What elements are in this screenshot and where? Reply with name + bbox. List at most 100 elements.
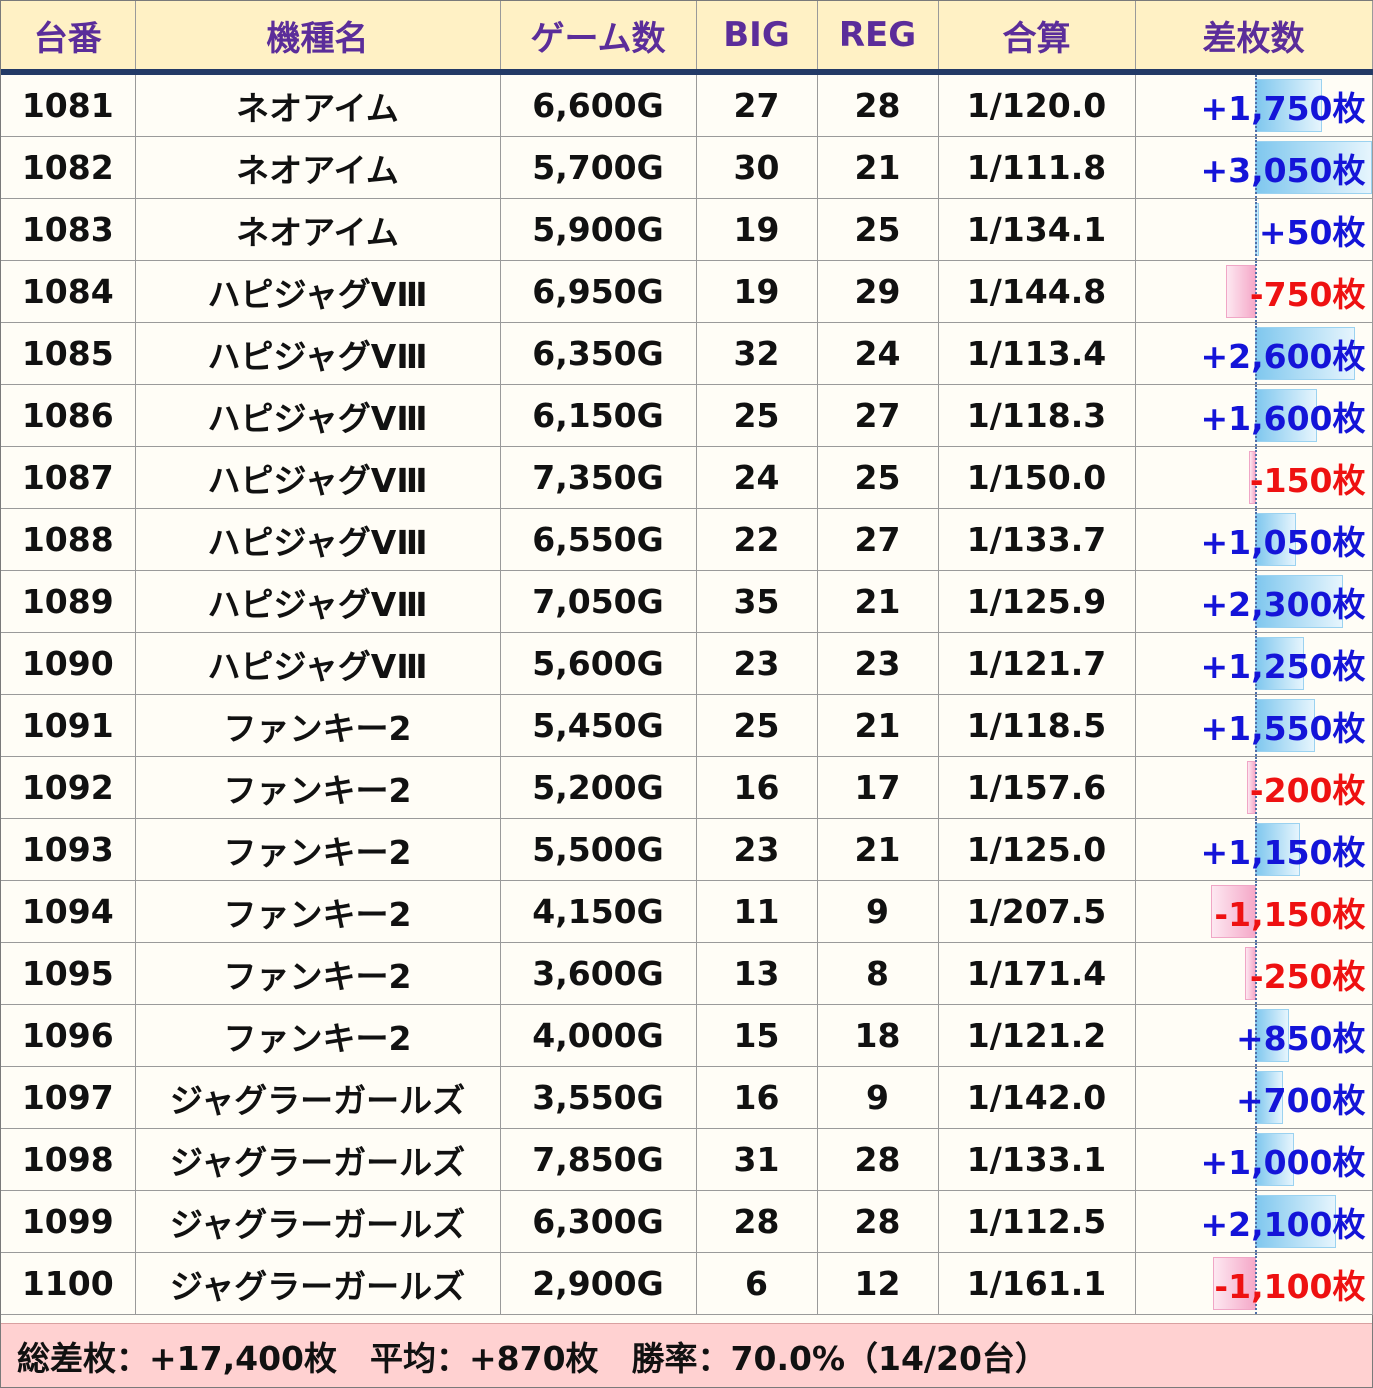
cell-reg[interactable]: 28: [817, 70, 939, 137]
cell-reg[interactable]: 24: [817, 322, 939, 385]
cell-games[interactable]: 5,500G: [500, 818, 697, 881]
cell-reg[interactable]: 21: [817, 818, 939, 881]
cell-big[interactable]: 19: [696, 260, 818, 323]
cell-big[interactable]: 30: [696, 136, 818, 199]
cell-machine-no[interactable]: 1097: [1, 1066, 136, 1129]
cell-model[interactable]: ファンキー2: [135, 694, 501, 757]
cell-big[interactable]: 13: [696, 942, 818, 1005]
cell-combined[interactable]: 1/207.5: [938, 880, 1136, 943]
cell-reg[interactable]: 12: [817, 1252, 939, 1315]
cell-big[interactable]: 35: [696, 570, 818, 633]
cell-model[interactable]: ハピジャグVⅢ: [135, 632, 501, 695]
cell-games[interactable]: 7,350G: [500, 446, 697, 509]
cell-games[interactable]: 6,950G: [500, 260, 697, 323]
cell-model[interactable]: ハピジャグVⅢ: [135, 508, 501, 571]
cell-games[interactable]: 3,550G: [500, 1066, 697, 1129]
cell-big[interactable]: 25: [696, 384, 818, 447]
cell-reg[interactable]: 29: [817, 260, 939, 323]
table-row[interactable]: 1084 ハピジャグVⅢ 6,950G 19 29 1/144.8 -750枚: [1, 260, 1373, 323]
cell-model[interactable]: ジャグラーガールズ: [135, 1190, 501, 1253]
cell-combined[interactable]: 1/120.0: [938, 70, 1136, 137]
cell-diff[interactable]: -250枚: [1135, 942, 1373, 1005]
table-row[interactable]: 1092 ファンキー2 5,200G 16 17 1/157.6 -200枚: [1, 756, 1373, 819]
cell-diff[interactable]: +1,000枚: [1135, 1128, 1373, 1191]
table-row[interactable]: 1095 ファンキー2 3,600G 13 8 1/171.4 -250枚: [1, 942, 1373, 1005]
cell-machine-no[interactable]: 1094: [1, 880, 136, 943]
cell-big[interactable]: 22: [696, 508, 818, 571]
cell-games[interactable]: 6,150G: [500, 384, 697, 447]
cell-combined[interactable]: 1/133.1: [938, 1128, 1136, 1191]
cell-games[interactable]: 5,700G: [500, 136, 697, 199]
cell-games[interactable]: 6,350G: [500, 322, 697, 385]
cell-machine-no[interactable]: 1089: [1, 570, 136, 633]
cell-model[interactable]: ネオアイム: [135, 136, 501, 199]
cell-model[interactable]: ファンキー2: [135, 1004, 501, 1067]
cell-machine-no[interactable]: 1088: [1, 508, 136, 571]
cell-model[interactable]: ハピジャグVⅢ: [135, 322, 501, 385]
cell-games[interactable]: 6,550G: [500, 508, 697, 571]
cell-diff[interactable]: -1,100枚: [1135, 1252, 1373, 1315]
cell-reg[interactable]: 27: [817, 508, 939, 571]
cell-model[interactable]: ジャグラーガールズ: [135, 1066, 501, 1129]
cell-machine-no[interactable]: 1091: [1, 694, 136, 757]
cell-diff[interactable]: +1,600枚: [1135, 384, 1373, 447]
cell-diff[interactable]: +1,550枚: [1135, 694, 1373, 757]
table-row[interactable]: 1086 ハピジャグVⅢ 6,150G 25 27 1/118.3 +1,600枚: [1, 384, 1373, 447]
cell-model[interactable]: ファンキー2: [135, 756, 501, 819]
cell-combined[interactable]: 1/111.8: [938, 136, 1136, 199]
cell-diff[interactable]: +1,750枚: [1135, 70, 1373, 137]
cell-games[interactable]: 3,600G: [500, 942, 697, 1005]
cell-machine-no[interactable]: 1087: [1, 446, 136, 509]
cell-model[interactable]: ハピジャグVⅢ: [135, 570, 501, 633]
cell-model[interactable]: ハピジャグVⅢ: [135, 384, 501, 447]
cell-games[interactable]: 4,150G: [500, 880, 697, 943]
cell-combined[interactable]: 1/171.4: [938, 942, 1136, 1005]
cell-model[interactable]: ジャグラーガールズ: [135, 1128, 501, 1191]
cell-games[interactable]: 2,900G: [500, 1252, 697, 1315]
header-big[interactable]: BIG: [696, 1, 818, 75]
table-row[interactable]: 1098 ジャグラーガールズ 7,850G 31 28 1/133.1 +1,000枚: [1, 1128, 1373, 1191]
header-machine-no[interactable]: 台番: [1, 1, 136, 75]
cell-reg[interactable]: 21: [817, 570, 939, 633]
cell-reg[interactable]: 17: [817, 756, 939, 819]
cell-combined[interactable]: 1/118.5: [938, 694, 1136, 757]
cell-big[interactable]: 23: [696, 632, 818, 695]
table-row[interactable]: 1093 ファンキー2 5,500G 23 21 1/125.0 +1,150枚: [1, 818, 1373, 881]
table-row[interactable]: 1087 ハピジャグVⅢ 7,350G 24 25 1/150.0 -150枚: [1, 446, 1373, 509]
cell-machine-no[interactable]: 1085: [1, 322, 136, 385]
cell-combined[interactable]: 1/125.9: [938, 570, 1136, 633]
cell-diff[interactable]: -200枚: [1135, 756, 1373, 819]
cell-games[interactable]: 5,900G: [500, 198, 697, 261]
table-row[interactable]: 1100 ジャグラーガールズ 2,900G 6 12 1/161.1 -1,100枚: [1, 1252, 1373, 1315]
table-row[interactable]: 1096 ファンキー2 4,000G 15 18 1/121.2 +850枚: [1, 1004, 1373, 1067]
cell-diff[interactable]: +1,050枚: [1135, 508, 1373, 571]
cell-games[interactable]: 5,600G: [500, 632, 697, 695]
cell-reg[interactable]: 21: [817, 694, 939, 757]
cell-combined[interactable]: 1/150.0: [938, 446, 1136, 509]
cell-reg[interactable]: 8: [817, 942, 939, 1005]
cell-machine-no[interactable]: 1098: [1, 1128, 136, 1191]
cell-big[interactable]: 16: [696, 756, 818, 819]
cell-combined[interactable]: 1/133.7: [938, 508, 1136, 571]
cell-reg[interactable]: 25: [817, 446, 939, 509]
cell-model[interactable]: ファンキー2: [135, 818, 501, 881]
cell-games[interactable]: 5,450G: [500, 694, 697, 757]
cell-combined[interactable]: 1/121.2: [938, 1004, 1136, 1067]
cell-model[interactable]: ファンキー2: [135, 880, 501, 943]
cell-diff[interactable]: +2,300枚: [1135, 570, 1373, 633]
cell-diff[interactable]: +3,050枚: [1135, 136, 1373, 199]
cell-big[interactable]: 24: [696, 446, 818, 509]
cell-machine-no[interactable]: 1081: [1, 70, 136, 137]
cell-reg[interactable]: 21: [817, 136, 939, 199]
header-model[interactable]: 機種名: [135, 1, 501, 75]
cell-machine-no[interactable]: 1090: [1, 632, 136, 695]
cell-reg[interactable]: 28: [817, 1190, 939, 1253]
table-row[interactable]: 1089 ハピジャグVⅢ 7,050G 35 21 1/125.9 +2,300枚: [1, 570, 1373, 633]
cell-combined[interactable]: 1/144.8: [938, 260, 1136, 323]
cell-big[interactable]: 19: [696, 198, 818, 261]
cell-combined[interactable]: 1/142.0: [938, 1066, 1136, 1129]
cell-combined[interactable]: 1/113.4: [938, 322, 1136, 385]
cell-machine-no[interactable]: 1084: [1, 260, 136, 323]
table-row[interactable]: 1099 ジャグラーガールズ 6,300G 28 28 1/112.5 +2,100枚: [1, 1190, 1373, 1253]
cell-machine-no[interactable]: 1099: [1, 1190, 136, 1253]
